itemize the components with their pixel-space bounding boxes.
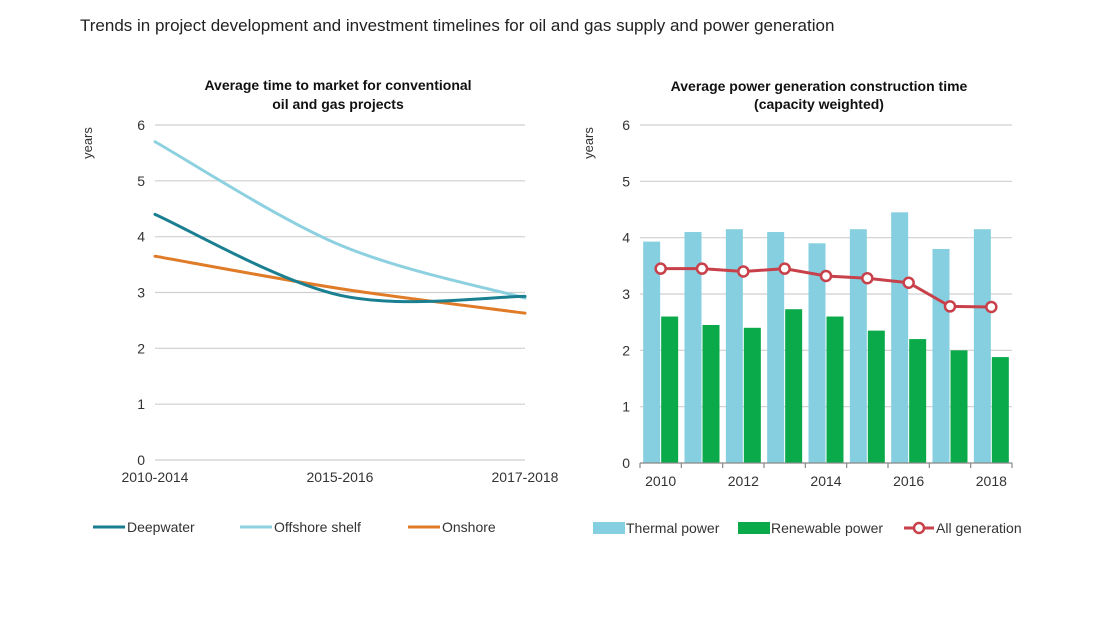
all-generation-marker <box>737 265 750 278</box>
chart-title-line-2: oil and gas projects <box>272 96 404 112</box>
y-tick-label: 5 <box>137 173 145 189</box>
all-generation-marker <box>902 276 915 289</box>
chart-title-line-2: (capacity weighted) <box>754 96 884 112</box>
bar-thermal-power <box>767 232 785 463</box>
page-title: Trends in project development and invest… <box>80 16 835 35</box>
y-axis-label: years <box>80 127 95 159</box>
chart-title-line-1: Average time to market for conventional <box>204 77 471 93</box>
all-generation-marker <box>861 271 874 285</box>
x-tick-label: 2014 <box>810 473 841 489</box>
y-tick-label: 3 <box>137 285 145 301</box>
legend-label: All generation <box>936 520 1022 536</box>
all-generation-marker <box>695 262 709 275</box>
y-tick-label: 2 <box>622 342 630 358</box>
x-tick-label: 2010 <box>645 473 676 489</box>
y-tick-label: 5 <box>622 173 630 189</box>
legend-swatch-thermal <box>593 522 625 534</box>
bar-thermal-power <box>684 232 702 463</box>
x-tick-label: 2016 <box>893 473 924 489</box>
bar-thermal-power <box>932 248 950 463</box>
chart-title-line-1: Average power generation construction ti… <box>671 78 968 94</box>
all-generation-marker <box>819 269 833 283</box>
bar-thermal-power <box>891 212 909 463</box>
x-tick-label: 2018 <box>976 473 1007 489</box>
y-tick-label: 2 <box>137 340 145 356</box>
all-generation-marker <box>778 262 791 275</box>
bar-thermal-power <box>849 229 867 463</box>
legend-label: Renewable power <box>771 520 883 536</box>
y-tick-label: 4 <box>137 229 145 245</box>
legend-label: Offshore shelf <box>274 519 361 535</box>
series-line-offshore-shelf <box>153 140 527 300</box>
construction-time-chart: Average power generation construction ti… <box>581 78 1022 536</box>
bar-thermal-power <box>643 241 661 463</box>
all-generation-marker <box>985 300 998 314</box>
x-tick-label: 2017-2018 <box>492 469 559 485</box>
x-tick-label: 2015-2016 <box>307 469 374 485</box>
legend-label: Thermal power <box>626 520 720 536</box>
x-tick-label: 2010-2014 <box>122 469 189 485</box>
y-tick-label: 6 <box>137 117 145 133</box>
bar-renewable-power <box>785 309 803 463</box>
bar-renewable-power <box>826 316 844 463</box>
bar-thermal-power <box>808 243 826 463</box>
series-line-onshore <box>153 254 527 315</box>
legend-swatch-renewable <box>738 522 770 534</box>
series-line-deepwater <box>153 212 527 304</box>
bar-renewable-power <box>867 330 885 463</box>
bar-renewable-power <box>909 339 927 463</box>
bar-thermal-power <box>973 229 991 463</box>
legend-label: Deepwater <box>127 519 195 535</box>
time-to-market-chart: Average time to market for conventional o… <box>80 77 559 535</box>
legend-marker-all-generation <box>912 521 926 535</box>
bar-thermal-power <box>725 229 743 463</box>
y-tick-label: 0 <box>622 455 630 471</box>
y-tick-label: 0 <box>137 452 145 468</box>
y-tick-label: 3 <box>622 286 630 302</box>
bar-renewable-power <box>991 357 1009 463</box>
bar-renewable-power <box>950 350 968 463</box>
all-generation-marker <box>654 262 667 275</box>
bar-renewable-power <box>743 327 761 463</box>
bar-renewable-power <box>702 324 720 463</box>
bar-renewable-power <box>661 316 679 463</box>
x-tick-label: 2012 <box>728 473 759 489</box>
y-axis-label: years <box>581 127 596 159</box>
y-tick-label: 1 <box>622 399 630 415</box>
y-tick-label: 1 <box>137 396 145 412</box>
y-tick-label: 6 <box>622 117 630 133</box>
all-generation-marker <box>943 300 957 313</box>
legend-label: Onshore <box>442 519 496 535</box>
y-tick-label: 4 <box>622 230 630 246</box>
